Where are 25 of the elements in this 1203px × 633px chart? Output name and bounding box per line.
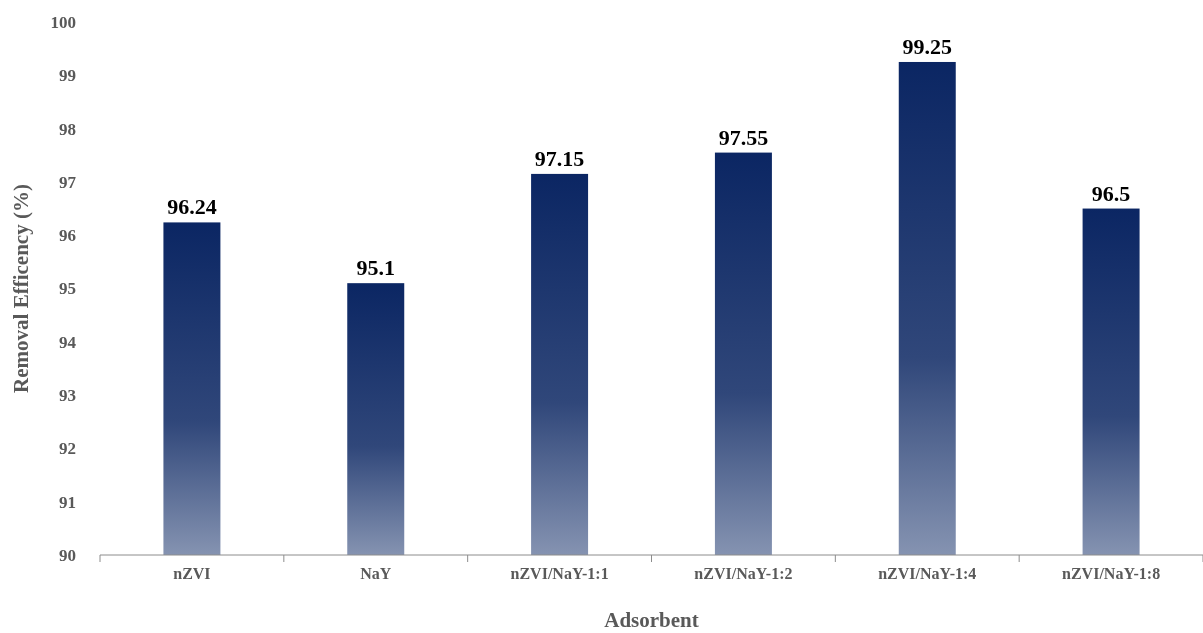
data-label: 97.55	[718, 124, 769, 150]
y-tick-label: 90	[59, 545, 76, 565]
x-tick-label: NaY	[360, 565, 392, 582]
y-tick-label: 98	[59, 119, 76, 139]
y-tick-label: 96	[59, 226, 76, 246]
data-label: 95.1	[356, 255, 395, 281]
y-tick-label: 95	[59, 279, 76, 299]
y-tick-label: 91	[59, 492, 76, 512]
y-tick-label: 94	[59, 332, 77, 352]
data-label: 99.25	[902, 33, 952, 59]
data-label: 97.15	[534, 145, 585, 171]
x-tick-label: nZVI/NaY-1:8	[1062, 565, 1161, 582]
data-label: 96.5	[1091, 180, 1131, 206]
y-axis-title: Removal Efficency (%)	[9, 184, 33, 393]
y-tick-label: 99	[59, 66, 76, 86]
y-tick-label: 92	[59, 439, 76, 459]
x-tick-label: nZVI/NaY-1:4	[878, 565, 977, 582]
data-label: 96.24	[167, 194, 217, 220]
x-tick-label: nZVI	[173, 565, 211, 582]
x-tick-label: nZVI/NaY-1:1	[510, 565, 609, 582]
y-tick-label: 100	[50, 12, 76, 32]
x-axis-title: Adsorbent	[604, 608, 699, 632]
x-tick-label: nZVI/NaY-1:2	[694, 565, 793, 582]
y-tick-label: 97	[59, 172, 77, 192]
y-tick-label: 93	[59, 386, 76, 406]
